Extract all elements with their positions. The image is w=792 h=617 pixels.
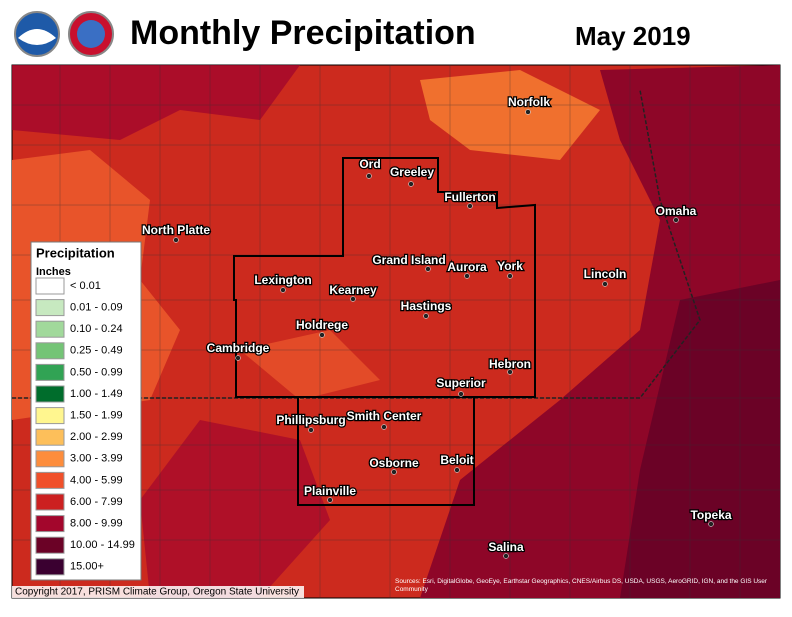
city-dot	[308, 427, 314, 433]
city-dot	[458, 391, 464, 397]
legend-swatch	[35, 428, 65, 446]
city-label: Salina	[488, 540, 524, 554]
city-label: Aurora	[447, 260, 487, 274]
city-dot	[423, 313, 429, 319]
legend-label: 10.00 - 14.99	[70, 539, 135, 551]
city-label: Osborne	[369, 456, 419, 470]
city-label: Lexington	[254, 273, 311, 287]
legend-label: 4.00 - 5.99	[70, 474, 123, 486]
city-label: Plainville	[304, 484, 356, 498]
city-dot	[503, 553, 509, 559]
cities: Ord Greeley Fullerton Norfolk Omaha North Pla…	[141, 94, 733, 559]
legend-swatch	[35, 342, 65, 360]
legend: Precipitation Inches < 0.01 0.01 - 0.09 0.…	[30, 241, 142, 581]
legend-label: 15.00+	[70, 561, 104, 573]
city-dot	[525, 109, 531, 115]
legend-swatch	[35, 407, 65, 425]
legend-swatch	[35, 471, 65, 489]
city-label: Holdrege	[296, 318, 348, 332]
legend-label: 0.01 - 0.09	[70, 302, 123, 314]
date: May 2019	[575, 21, 691, 51]
city-dot	[319, 332, 325, 338]
legend-swatch	[35, 277, 65, 295]
legend-swatch	[35, 299, 65, 317]
legend-label: 0.10 - 0.24	[70, 323, 123, 335]
legend-title: Precipitation	[36, 245, 115, 260]
legend-units: Inches	[36, 266, 71, 278]
city-label: Kearney	[329, 283, 377, 297]
legend-label: 8.00 - 9.99	[70, 518, 123, 530]
city-dot	[507, 273, 513, 279]
city-dot	[350, 296, 356, 302]
source: Sources: Esri, DigitalGlobe, GeoEye, Ear…	[395, 578, 768, 593]
legend-swatch	[35, 536, 65, 554]
legend-swatch	[35, 385, 65, 403]
legend-label: 0.25 - 0.49	[70, 345, 123, 357]
city-label: Grand Island	[372, 253, 445, 267]
city-dot	[425, 266, 431, 272]
city-dot	[391, 469, 397, 475]
city-label: Lincoln	[584, 267, 627, 281]
legend-swatch	[35, 320, 65, 338]
city-label: Omaha	[656, 204, 697, 218]
legend-swatch	[35, 450, 65, 468]
city-dot	[381, 424, 387, 430]
city-label: Topeka	[690, 508, 731, 522]
legend-label: 6.00 - 7.99	[70, 496, 123, 508]
title: Monthly Precipitation	[130, 14, 476, 52]
legend-label: 1.00 - 1.49	[70, 388, 123, 400]
logos	[14, 11, 114, 57]
legend-label: 2.00 - 2.99	[70, 431, 123, 443]
city-label: Greeley	[390, 165, 434, 179]
city-dot	[708, 521, 714, 527]
city-label: Phillipsburg	[276, 413, 345, 427]
legend-swatch	[35, 363, 65, 381]
source-box: Sources: Esri, DigitalGlobe, GeoEye, Ear…	[395, 578, 768, 593]
city-dot	[673, 217, 679, 223]
city-dot	[467, 203, 473, 209]
city-label: Norfolk	[508, 95, 550, 109]
city-dot	[602, 281, 608, 287]
city-dot	[454, 467, 460, 473]
city-dot	[280, 287, 286, 293]
city-dot	[327, 497, 333, 503]
city-label: Hastings	[401, 299, 452, 313]
city-label: Cambridge	[207, 341, 270, 355]
city-dot	[464, 273, 470, 279]
city-label: North Platte	[142, 223, 210, 237]
city-label: Fullerton	[444, 190, 495, 204]
city-dot	[408, 181, 414, 187]
legend-label: 1.50 - 1.99	[70, 410, 123, 422]
city-dot	[507, 369, 513, 375]
legend-swatch	[35, 515, 65, 533]
legend-label: 0.50 - 0.99	[70, 366, 123, 378]
city-label: Ord	[359, 157, 380, 171]
legend-swatch	[35, 558, 65, 576]
city-label: Superior	[436, 376, 486, 390]
legend-label: < 0.01	[70, 280, 101, 292]
copyright: Copyright 2017, PRISM Climate Group, Ore…	[15, 587, 299, 598]
copyright-bg	[12, 586, 304, 598]
city-label: Smith Center	[347, 409, 422, 423]
legend-swatch	[35, 493, 65, 511]
legend-label: 3.00 - 3.99	[70, 453, 123, 465]
city-dot	[366, 173, 372, 179]
city-label: Beloit	[440, 453, 473, 467]
city-label: York	[497, 259, 523, 273]
city-dot	[173, 237, 179, 243]
city-dot	[235, 355, 241, 361]
city-label: Hebron	[489, 357, 531, 371]
